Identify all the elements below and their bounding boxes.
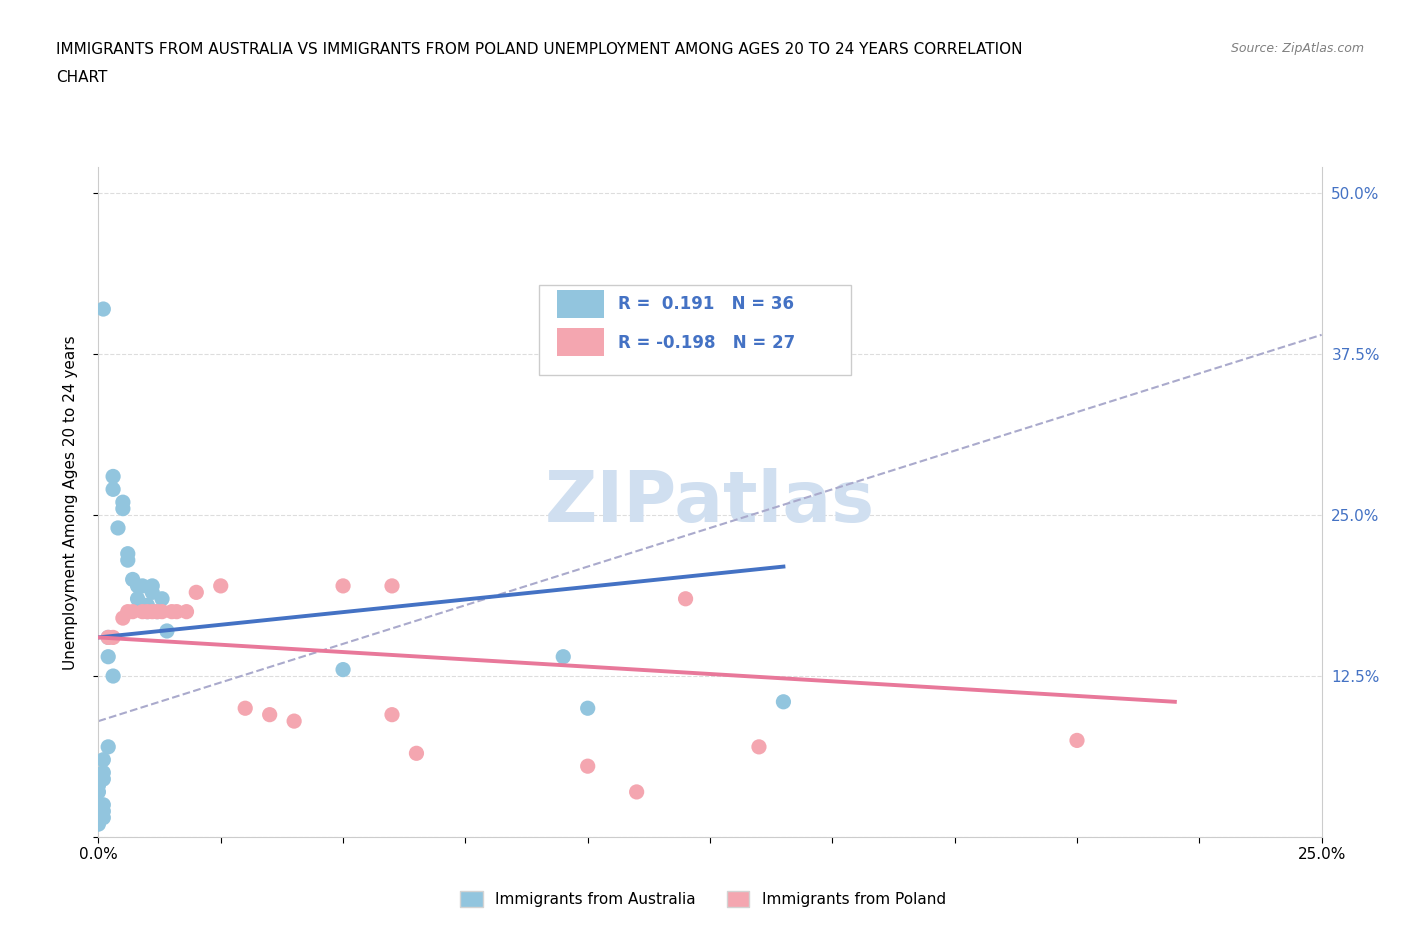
Point <box>136 604 159 619</box>
Point <box>332 662 354 677</box>
Point <box>131 578 153 593</box>
Point <box>121 572 143 587</box>
Point <box>626 785 648 800</box>
Point <box>91 301 114 316</box>
Point <box>101 669 124 684</box>
Point <box>146 604 169 619</box>
Point <box>97 630 120 644</box>
Point <box>156 623 179 638</box>
Point <box>576 759 599 774</box>
Point <box>91 765 114 780</box>
FancyBboxPatch shape <box>538 285 851 375</box>
Point <box>136 604 159 619</box>
Point <box>259 707 281 722</box>
Point <box>1066 733 1088 748</box>
Point <box>405 746 427 761</box>
Point <box>97 630 120 644</box>
Point <box>332 578 354 593</box>
Point <box>117 604 139 619</box>
Point <box>176 604 198 619</box>
Point <box>117 546 139 561</box>
Point <box>131 604 153 619</box>
Point <box>150 591 173 606</box>
FancyBboxPatch shape <box>557 290 603 318</box>
Point <box>91 810 114 825</box>
Point <box>209 578 232 593</box>
Text: ZIPatlas: ZIPatlas <box>546 468 875 537</box>
Point <box>141 585 163 600</box>
Point <box>233 701 256 716</box>
Point <box>127 578 149 593</box>
Y-axis label: Unemployment Among Ages 20 to 24 years: Unemployment Among Ages 20 to 24 years <box>63 335 77 670</box>
Text: R =  0.191   N = 36: R = 0.191 N = 36 <box>619 295 794 313</box>
Point <box>91 804 114 818</box>
Point <box>97 649 120 664</box>
Point <box>111 495 134 510</box>
Point <box>97 739 120 754</box>
Point <box>166 604 188 619</box>
Point <box>186 585 208 600</box>
Text: CHART: CHART <box>56 70 108 85</box>
FancyBboxPatch shape <box>557 328 603 356</box>
Point <box>381 707 404 722</box>
Point <box>772 695 794 710</box>
Text: IMMIGRANTS FROM AUSTRALIA VS IMMIGRANTS FROM POLAND UNEMPLOYMENT AMONG AGES 20 T: IMMIGRANTS FROM AUSTRALIA VS IMMIGRANTS … <box>56 42 1022 57</box>
Point <box>381 578 404 593</box>
Point <box>160 604 183 619</box>
Point <box>576 701 599 716</box>
Point <box>87 785 110 800</box>
Text: Source: ZipAtlas.com: Source: ZipAtlas.com <box>1230 42 1364 55</box>
Point <box>141 578 163 593</box>
Point <box>111 611 134 626</box>
Point <box>117 552 139 567</box>
Point <box>141 604 163 619</box>
Point <box>91 797 114 812</box>
Point <box>283 713 305 728</box>
Point <box>553 649 575 664</box>
Text: R = -0.198   N = 27: R = -0.198 N = 27 <box>619 334 796 352</box>
Point <box>127 591 149 606</box>
Point <box>91 772 114 787</box>
Point <box>101 482 124 497</box>
Point <box>748 739 770 754</box>
Point <box>121 604 143 619</box>
Point <box>111 501 134 516</box>
Point <box>87 778 110 793</box>
Point <box>91 752 114 767</box>
Legend: Immigrants from Australia, Immigrants from Poland: Immigrants from Australia, Immigrants fr… <box>454 884 952 913</box>
Point <box>146 604 169 619</box>
Point <box>87 817 110 831</box>
Point <box>675 591 697 606</box>
Point <box>150 604 173 619</box>
Point <box>107 521 129 536</box>
Point <box>101 630 124 644</box>
Point <box>101 469 124 484</box>
Point <box>136 598 159 613</box>
